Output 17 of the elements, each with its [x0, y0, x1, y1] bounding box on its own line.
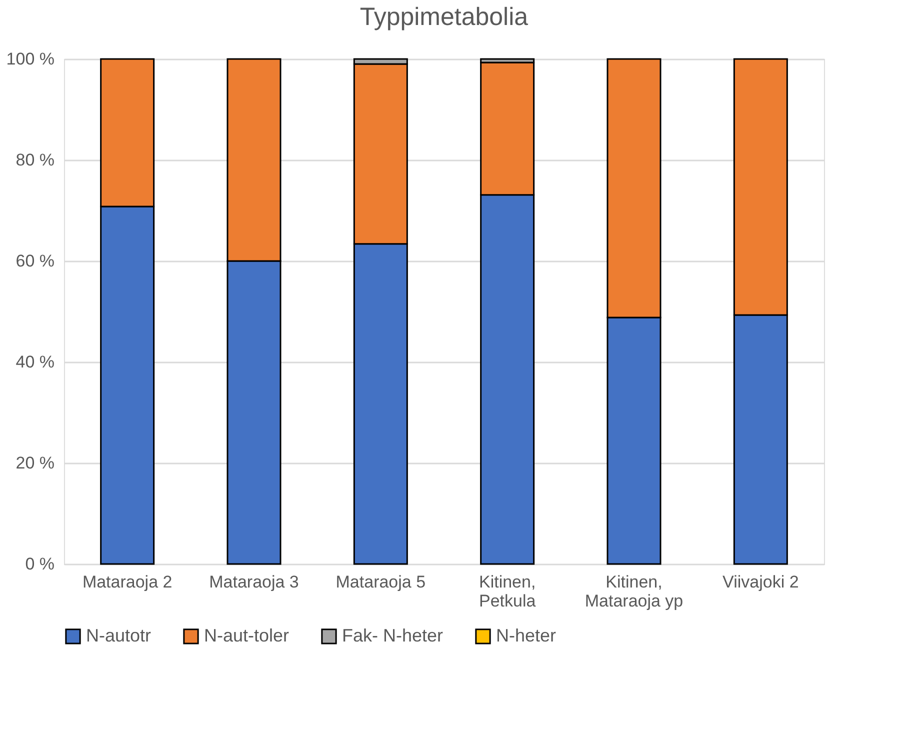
y-tick-label: 80 %	[16, 150, 54, 170]
x-tick-label: Kitinen, Petkula	[478, 572, 536, 610]
x-tick-label: Mataraoja 5	[336, 572, 426, 592]
x-tick-label: Kitinen, Mataraoja yp	[584, 572, 684, 610]
y-tick-label: 60 %	[16, 252, 54, 270]
chart-title: Typpimetabolia	[360, 3, 528, 31]
legend-label: N-aut-toler	[204, 625, 290, 646]
y-tick-label: 20 %	[16, 454, 54, 472]
legend-label: Fak- N-heter	[342, 625, 444, 646]
y-tick-label: 0 %	[25, 554, 54, 574]
y-tick-label: 40 %	[16, 352, 54, 372]
x-tick-label: Mataraoja 2	[82, 572, 172, 592]
y-tick-label: 100 %	[6, 50, 54, 68]
legend-label: N-autotr	[86, 625, 152, 646]
x-tick-label: Mataraoja 3	[209, 572, 299, 592]
x-tick-label: Viivajoki 2	[722, 572, 799, 592]
legend-label: N-heter	[496, 625, 556, 646]
